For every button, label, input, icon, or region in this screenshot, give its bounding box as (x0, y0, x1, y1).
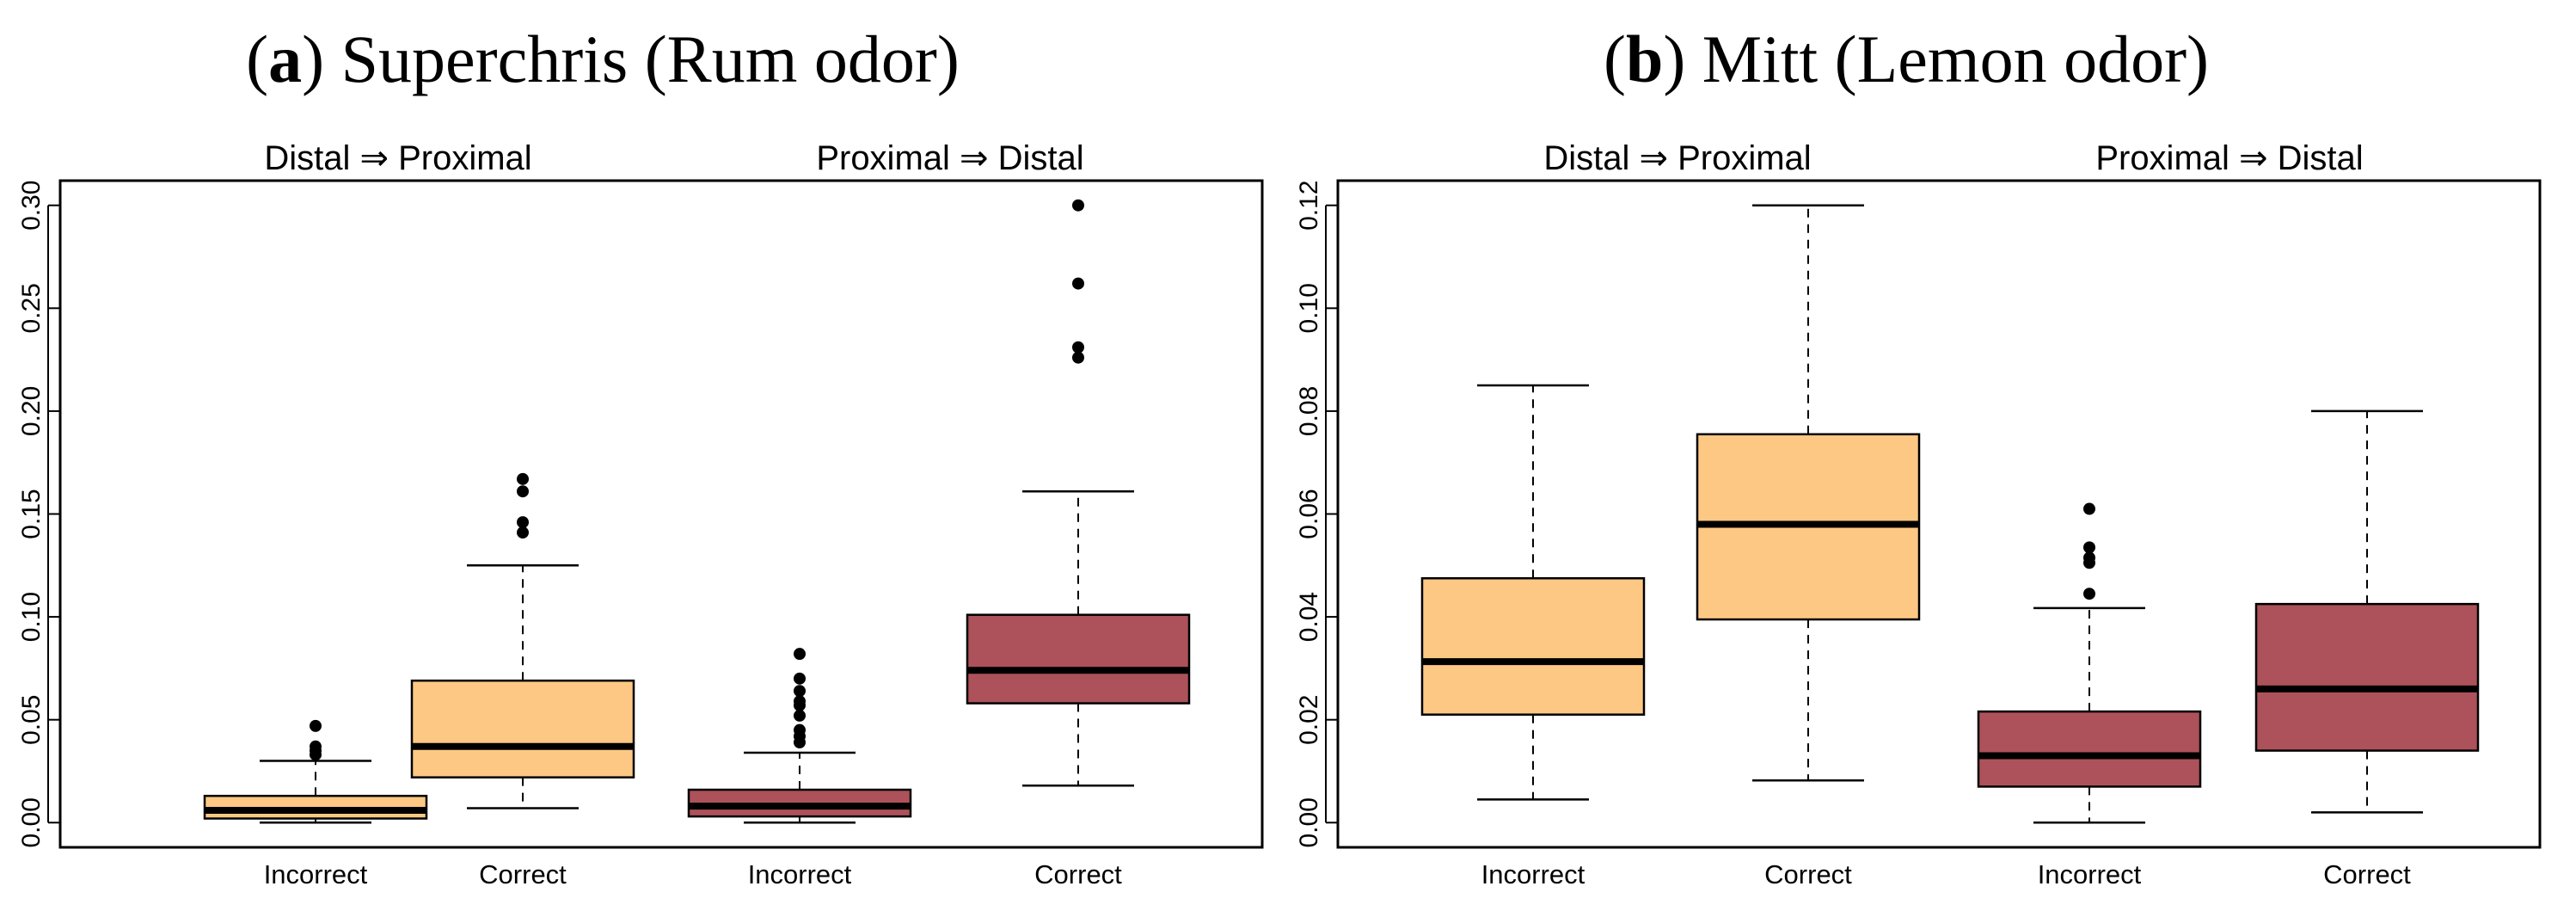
x-tick-label: Correct (2323, 859, 2411, 889)
outlier-point (794, 709, 806, 722)
y-tick-label: 0.06 (1295, 489, 1323, 539)
iqr-box (966, 613, 1191, 705)
x-tick-label: Correct (1034, 859, 1122, 889)
x-tick-label: Incorrect (2038, 859, 2142, 889)
y-tick-label: 0.30 (17, 181, 46, 231)
outlier-point (2083, 502, 2095, 515)
x-tick-label: Incorrect (264, 859, 368, 889)
outlier-point (517, 485, 529, 498)
iqr-box (1977, 710, 2202, 788)
box-2 (1696, 204, 1921, 782)
outlier-point (794, 695, 806, 708)
outlier-point (794, 672, 806, 685)
outlier-point (1072, 199, 1084, 212)
outlier-point (1072, 351, 1084, 364)
y-tick-label: 0.25 (17, 283, 46, 333)
box-4 (2254, 409, 2480, 814)
group-label-proximal-distal: Proximal ⇒ Distal (816, 139, 1083, 177)
outlier-point (2083, 588, 2095, 600)
outlier-point (794, 685, 806, 698)
y-tick-label: 0.10 (1295, 283, 1323, 333)
y-tick-label: 0.20 (17, 386, 46, 436)
y-tick-label: 0.00 (17, 797, 46, 847)
x-tick-label: Correct (479, 859, 567, 889)
box-4 (966, 199, 1191, 787)
panel-a: (a) Superchris (Rum odor) Distal ⇒ Proxi… (17, 22, 1264, 889)
iqr-box (1420, 576, 1646, 716)
outlier-point (517, 516, 529, 529)
box-2 (410, 472, 635, 809)
group-label-proximal-distal: Proximal ⇒ Distal (2095, 139, 2363, 177)
outlier-point (310, 719, 322, 732)
box-3 (687, 648, 912, 824)
x-tick-label: Incorrect (1481, 859, 1585, 889)
panel-b: (b) Mitt (Lemon odor) Distal ⇒ Proximal … (1295, 22, 2542, 889)
y-tick-label: 0.04 (1295, 592, 1323, 642)
outlier-point (517, 526, 529, 539)
outlier-point (794, 723, 806, 736)
outlier-point (310, 740, 322, 753)
y-tick-label: 0.10 (17, 592, 46, 642)
outlier-point (1072, 341, 1084, 354)
y-tick-label: 0.12 (1295, 181, 1323, 231)
outlier-point (517, 472, 529, 485)
y-tick-label: 0.02 (1295, 695, 1323, 745)
panel-title-a: (a) Superchris (Rum odor) (246, 22, 960, 96)
outlier-point (1072, 277, 1084, 290)
y-tick-label: 0.08 (1295, 386, 1323, 436)
group-label-distal-proximal: Distal ⇒ Proximal (1543, 139, 1811, 177)
group-label-distal-proximal: Distal ⇒ Proximal (264, 139, 531, 177)
y-axis: 0.00 0.05 0.10 0.15 0.20 0.25 0.30 (17, 181, 60, 847)
outlier-point (794, 648, 806, 661)
y-tick-label: 0.05 (17, 695, 46, 745)
y-tick-label: 0.00 (1295, 797, 1323, 847)
box-1 (203, 719, 428, 824)
outlier-point (2083, 541, 2095, 554)
iqr-box (410, 680, 635, 779)
x-tick-label: Correct (1764, 859, 1852, 889)
box-3 (1977, 502, 2202, 824)
iqr-box (2254, 602, 2480, 752)
y-axis: 0.00 0.02 0.04 0.06 0.08 0.10 0.12 (1295, 181, 1338, 847)
box-1 (1420, 384, 1646, 801)
y-tick-label: 0.15 (17, 489, 46, 539)
x-tick-label: Incorrect (748, 859, 852, 889)
panel-title-b: (b) Mitt (Lemon odor) (1604, 22, 2209, 96)
outlier-point (2083, 551, 2095, 564)
